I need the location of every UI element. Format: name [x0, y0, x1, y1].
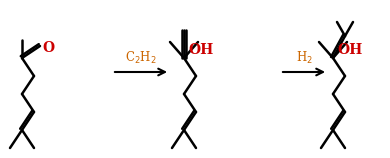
Text: OH: OH [188, 43, 213, 57]
Text: H$_2$: H$_2$ [296, 50, 312, 66]
Text: C$_2$H$_2$: C$_2$H$_2$ [125, 50, 157, 66]
Text: O: O [42, 41, 54, 55]
Text: OH: OH [337, 43, 362, 57]
